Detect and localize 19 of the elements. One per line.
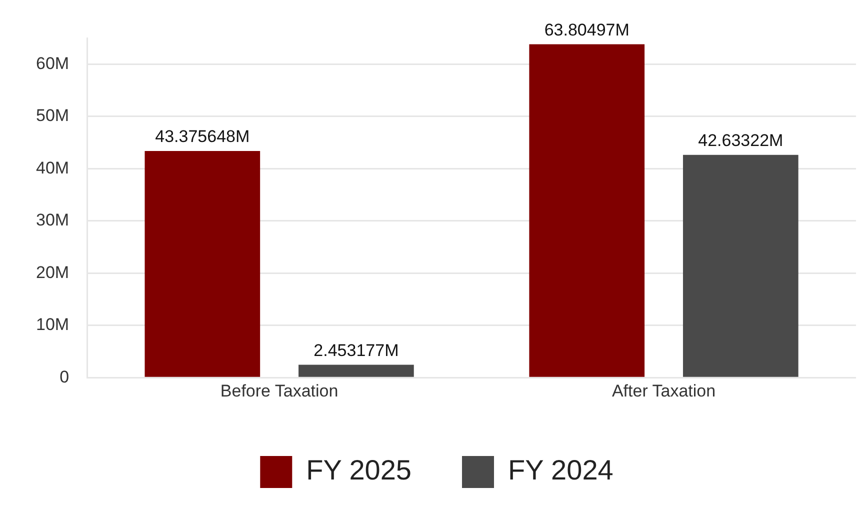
x-tick-label: Before Taxation <box>220 381 338 400</box>
y-tick-label: 40M <box>36 158 70 178</box>
legend-label: FY 2025 <box>306 454 412 486</box>
y-tick-label: 60M <box>36 54 70 73</box>
data-label: 2.453177M <box>314 340 399 360</box>
y-tick-label: 30M <box>36 210 70 230</box>
y-tick-label: 50M <box>36 106 70 126</box>
x-tick-label: After Taxation <box>612 381 716 400</box>
bar <box>529 44 645 377</box>
y-tick-label: 0 <box>60 367 70 386</box>
legend-label: FY 2024 <box>508 454 614 486</box>
y-tick-label: 10M <box>36 315 70 334</box>
y-tick-label: 20M <box>36 262 70 282</box>
data-label: 63.80497M <box>544 20 630 40</box>
bar <box>144 150 260 377</box>
bar <box>298 364 414 377</box>
data-label: 42.63322M <box>698 131 784 150</box>
data-label: 43.375648M <box>155 127 250 146</box>
bar <box>682 154 798 377</box>
